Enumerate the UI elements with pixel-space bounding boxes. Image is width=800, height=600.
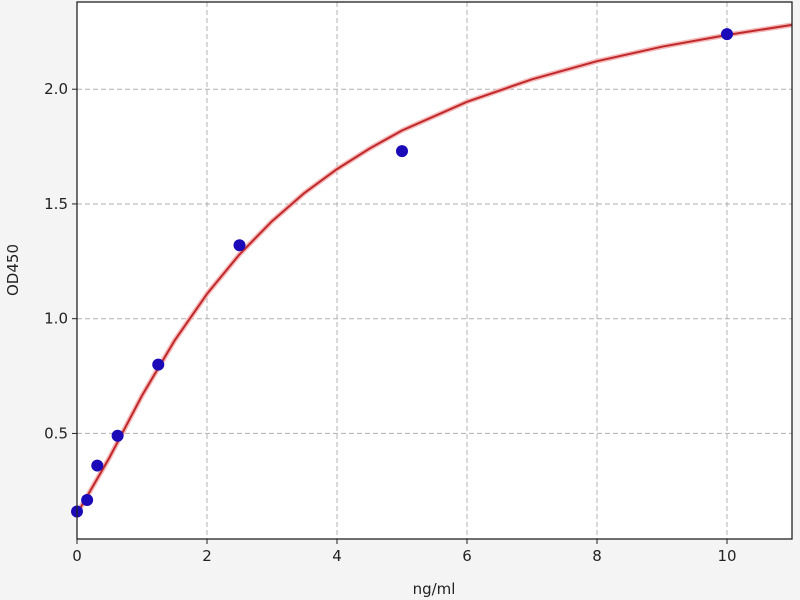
grid [76,2,792,539]
x-tick-label: 6 [462,547,472,565]
data-point [152,358,165,371]
y-tick-label: 1.0 [44,310,68,328]
data-point [111,429,124,442]
y-axis-label: OD450 [4,244,22,296]
fit-curve-group [74,22,793,516]
y-axis-ticks: 0.5 1.0 1.5 2.0 [44,80,77,442]
x-tick-label: 8 [592,547,602,565]
y-tick-label: 2.0 [44,80,68,98]
data-point [721,28,733,41]
y-tick-label: 1.5 [44,195,68,213]
x-tick-label: 0 [72,547,82,565]
y-tick-label: 0.5 [44,424,68,442]
plot-area [77,2,792,539]
data-point [396,145,408,158]
data-point [91,459,104,472]
data-points [71,28,733,518]
fit-curve [76,23,793,515]
data-point [81,493,94,506]
x-axis-label: ng/ml [413,580,456,598]
x-tick-label: 2 [202,547,212,565]
x-axis-ticks: 0 2 4 6 8 10 [72,539,737,565]
x-tick-label: 10 [717,547,736,565]
plot-frame [76,1,793,540]
x-tick-label: 4 [332,547,342,565]
data-point [233,239,246,252]
